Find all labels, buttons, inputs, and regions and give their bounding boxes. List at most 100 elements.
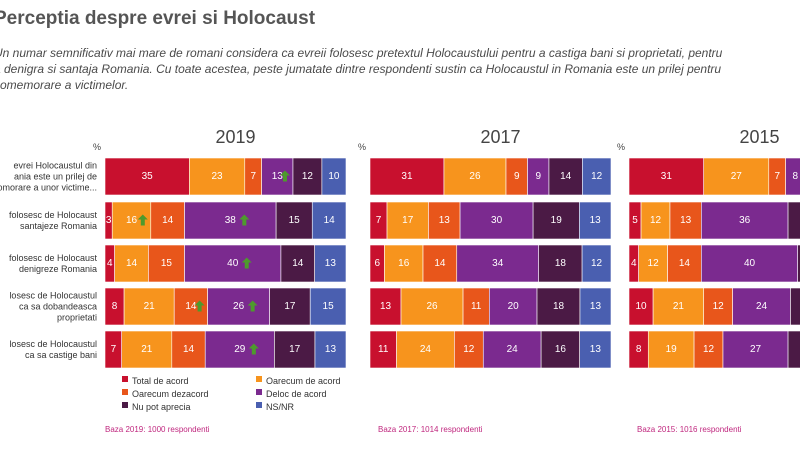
legend-swatch-deloc-de-acord [256, 389, 262, 395]
data-label-ns-nr: 10 [328, 171, 340, 182]
bar-segment-ns-nr [311, 201, 347, 240]
data-label-ns-nr: 15 [323, 301, 335, 312]
data-label-deloc-de-acord: 8 [793, 171, 799, 182]
legend-item-ns-nr: NS/NR [256, 402, 295, 412]
bar-segment-oarecum-dezacord [148, 244, 185, 283]
data-label-deloc-de-acord: 29 [234, 344, 246, 355]
data-label-nu-pot-aprecia: 18 [553, 301, 565, 312]
bar-row-2015-3: 41214401713 [628, 244, 800, 283]
bar-segment-ns-nr [309, 287, 347, 326]
bar-segment-nu-pot-aprecia [787, 201, 800, 240]
bar-segment-nu-pot-aprecia [275, 201, 313, 240]
legend-item-deloc-de-acord: Deloc de acord [256, 389, 327, 399]
bar-segment-nu-pot-aprecia [540, 330, 580, 369]
data-label-oarecum-de-acord: 26 [426, 301, 438, 312]
bar-segment-oarecum-de-acord [443, 157, 507, 196]
data-label-deloc-de-acord: 36 [739, 215, 751, 226]
bar-row-2019-5: 7 21 14 29 17 13 [104, 330, 347, 369]
data-label-deloc-de-acord: 30 [491, 215, 503, 226]
panel-2015: 2015%31277815125121336191541214401713102… [617, 127, 800, 434]
bar-row-2017-2: 7 17 13 30 19 13 [369, 201, 612, 240]
bar-segment-nu-pot-aprecia [274, 330, 316, 369]
bar-segment-oarecum-dezacord [171, 330, 206, 369]
bar-segment-deloc-de-acord [184, 201, 277, 240]
category-label-3: denigreze Romania [19, 264, 97, 274]
bar-segment-total-de-acord [369, 330, 397, 369]
bar-segment-deloc-de-acord [184, 244, 282, 283]
data-label-deloc-de-acord: 38 [225, 215, 237, 226]
data-label-deloc-de-acord: 9 [535, 171, 541, 182]
category-label-5: losesc de Holocaustul [9, 339, 97, 349]
data-label-deloc-de-acord: 34 [492, 258, 504, 269]
data-label-total-de-acord: 8 [636, 344, 642, 355]
data-label-total-de-acord: 31 [401, 171, 413, 182]
data-label-oarecum-de-acord: 17 [402, 215, 414, 226]
data-label-nu-pot-aprecia: 12 [302, 171, 314, 182]
data-label-oarecum-dezacord: 7 [774, 171, 780, 182]
data-label-nu-pot-aprecia: 18 [555, 258, 567, 269]
panel-2017: 2017% 31 26 9 9 14 12 7 17 13 30 19 13 6 16 14 34 18 12 13 2… [358, 127, 612, 434]
bar-segment-nu-pot-aprecia [292, 157, 323, 196]
bar-row-2015-5: 81912272113 [628, 330, 800, 369]
data-label-deloc-de-acord: 24 [756, 301, 768, 312]
bar-segment-nu-pot-aprecia [538, 244, 583, 283]
bar-segment-ns-nr [321, 157, 347, 196]
data-label-oarecum-dezacord: 9 [514, 171, 520, 182]
data-label-oarecum-dezacord: 11 [471, 301, 482, 312]
data-label-ns-nr: 12 [591, 171, 603, 182]
base-note-2015: Baza 2015: 1016 respondenti [637, 425, 742, 434]
bar-row-2015-4: 102112241914 [628, 287, 800, 326]
data-label-ns-nr: 13 [590, 301, 602, 312]
bar-segment-total-de-acord [369, 287, 402, 326]
data-label-oarecum-dezacord: 13 [439, 215, 451, 226]
bar-segment-deloc-de-acord [207, 287, 270, 326]
data-label-ns-nr: 12 [591, 258, 603, 269]
category-label-2: santajeze Romania [20, 221, 97, 231]
category-label-5: ca sa castige bani [25, 350, 97, 360]
year-label-2017: 2017 [480, 127, 520, 147]
data-label-nu-pot-aprecia: 16 [555, 344, 567, 355]
data-label-oarecum-dezacord: 14 [183, 344, 195, 355]
data-label-deloc-de-acord: 40 [227, 258, 239, 269]
data-label-total-de-acord: 6 [374, 258, 380, 269]
bar-segment-oarecum-de-acord [652, 287, 705, 326]
base-note-2017: Baza 2017: 1014 respondenti [378, 425, 483, 434]
bar-segment-deloc-de-acord [732, 287, 791, 326]
bar-segment-oarecum-dezacord [462, 287, 490, 326]
page-title: Perceptia despre evrei si Holocaust [0, 8, 316, 29]
bar-segment-oarecum-de-acord [114, 244, 149, 283]
data-label-oarecum-dezacord: 12 [713, 301, 725, 312]
bar-segment-ns-nr [581, 244, 612, 283]
increase-arrow-icon [247, 300, 258, 312]
bar-segment-deloc-de-acord [785, 157, 800, 196]
percent-label: % [358, 142, 366, 152]
bar-segment-oarecum-de-acord [638, 244, 668, 283]
data-label-total-de-acord: 7 [111, 344, 117, 355]
data-label-total-de-acord: 31 [661, 171, 673, 182]
data-label-total-de-acord: 11 [378, 344, 389, 355]
bar-row-2017-4: 13 26 11 20 18 13 [369, 287, 612, 326]
data-label-oarecum-dezacord: 14 [679, 258, 691, 269]
data-label-nu-pot-aprecia: 14 [292, 258, 304, 269]
increase-arrow-icon [137, 214, 148, 226]
bar-segment-oarecum-de-acord [121, 330, 173, 369]
data-label-total-de-acord: 4 [107, 258, 113, 269]
data-label-total-de-acord: 5 [632, 215, 638, 226]
data-label-oarecum-de-acord: 19 [666, 344, 678, 355]
bar-segment-oarecum-de-acord [123, 287, 175, 326]
bar-segment-ns-nr [582, 157, 612, 196]
legend-label-oarecum-de-acord: Oarecum de acord [266, 376, 341, 386]
data-label-total-de-acord: 13 [380, 301, 392, 312]
data-label-nu-pot-aprecia: 15 [289, 215, 301, 226]
bar-segment-deloc-de-acord [459, 201, 534, 240]
increase-arrow-icon [279, 170, 290, 182]
bar-segment-oarecum-de-acord [640, 201, 671, 240]
data-label-nu-pot-aprecia: 17 [289, 344, 301, 355]
data-label-nu-pot-aprecia: 19 [551, 215, 563, 226]
data-label-oarecum-de-acord: 21 [141, 344, 153, 355]
category-label-1: omorare a unor victime... [0, 183, 97, 193]
data-label-ns-nr: 14 [324, 215, 336, 226]
data-label-oarecum-de-acord: 24 [420, 344, 432, 355]
year-label-2019: 2019 [215, 127, 255, 147]
subtitle-line-2: a denigra si santaja Romania. Cu toate a… [0, 62, 722, 76]
